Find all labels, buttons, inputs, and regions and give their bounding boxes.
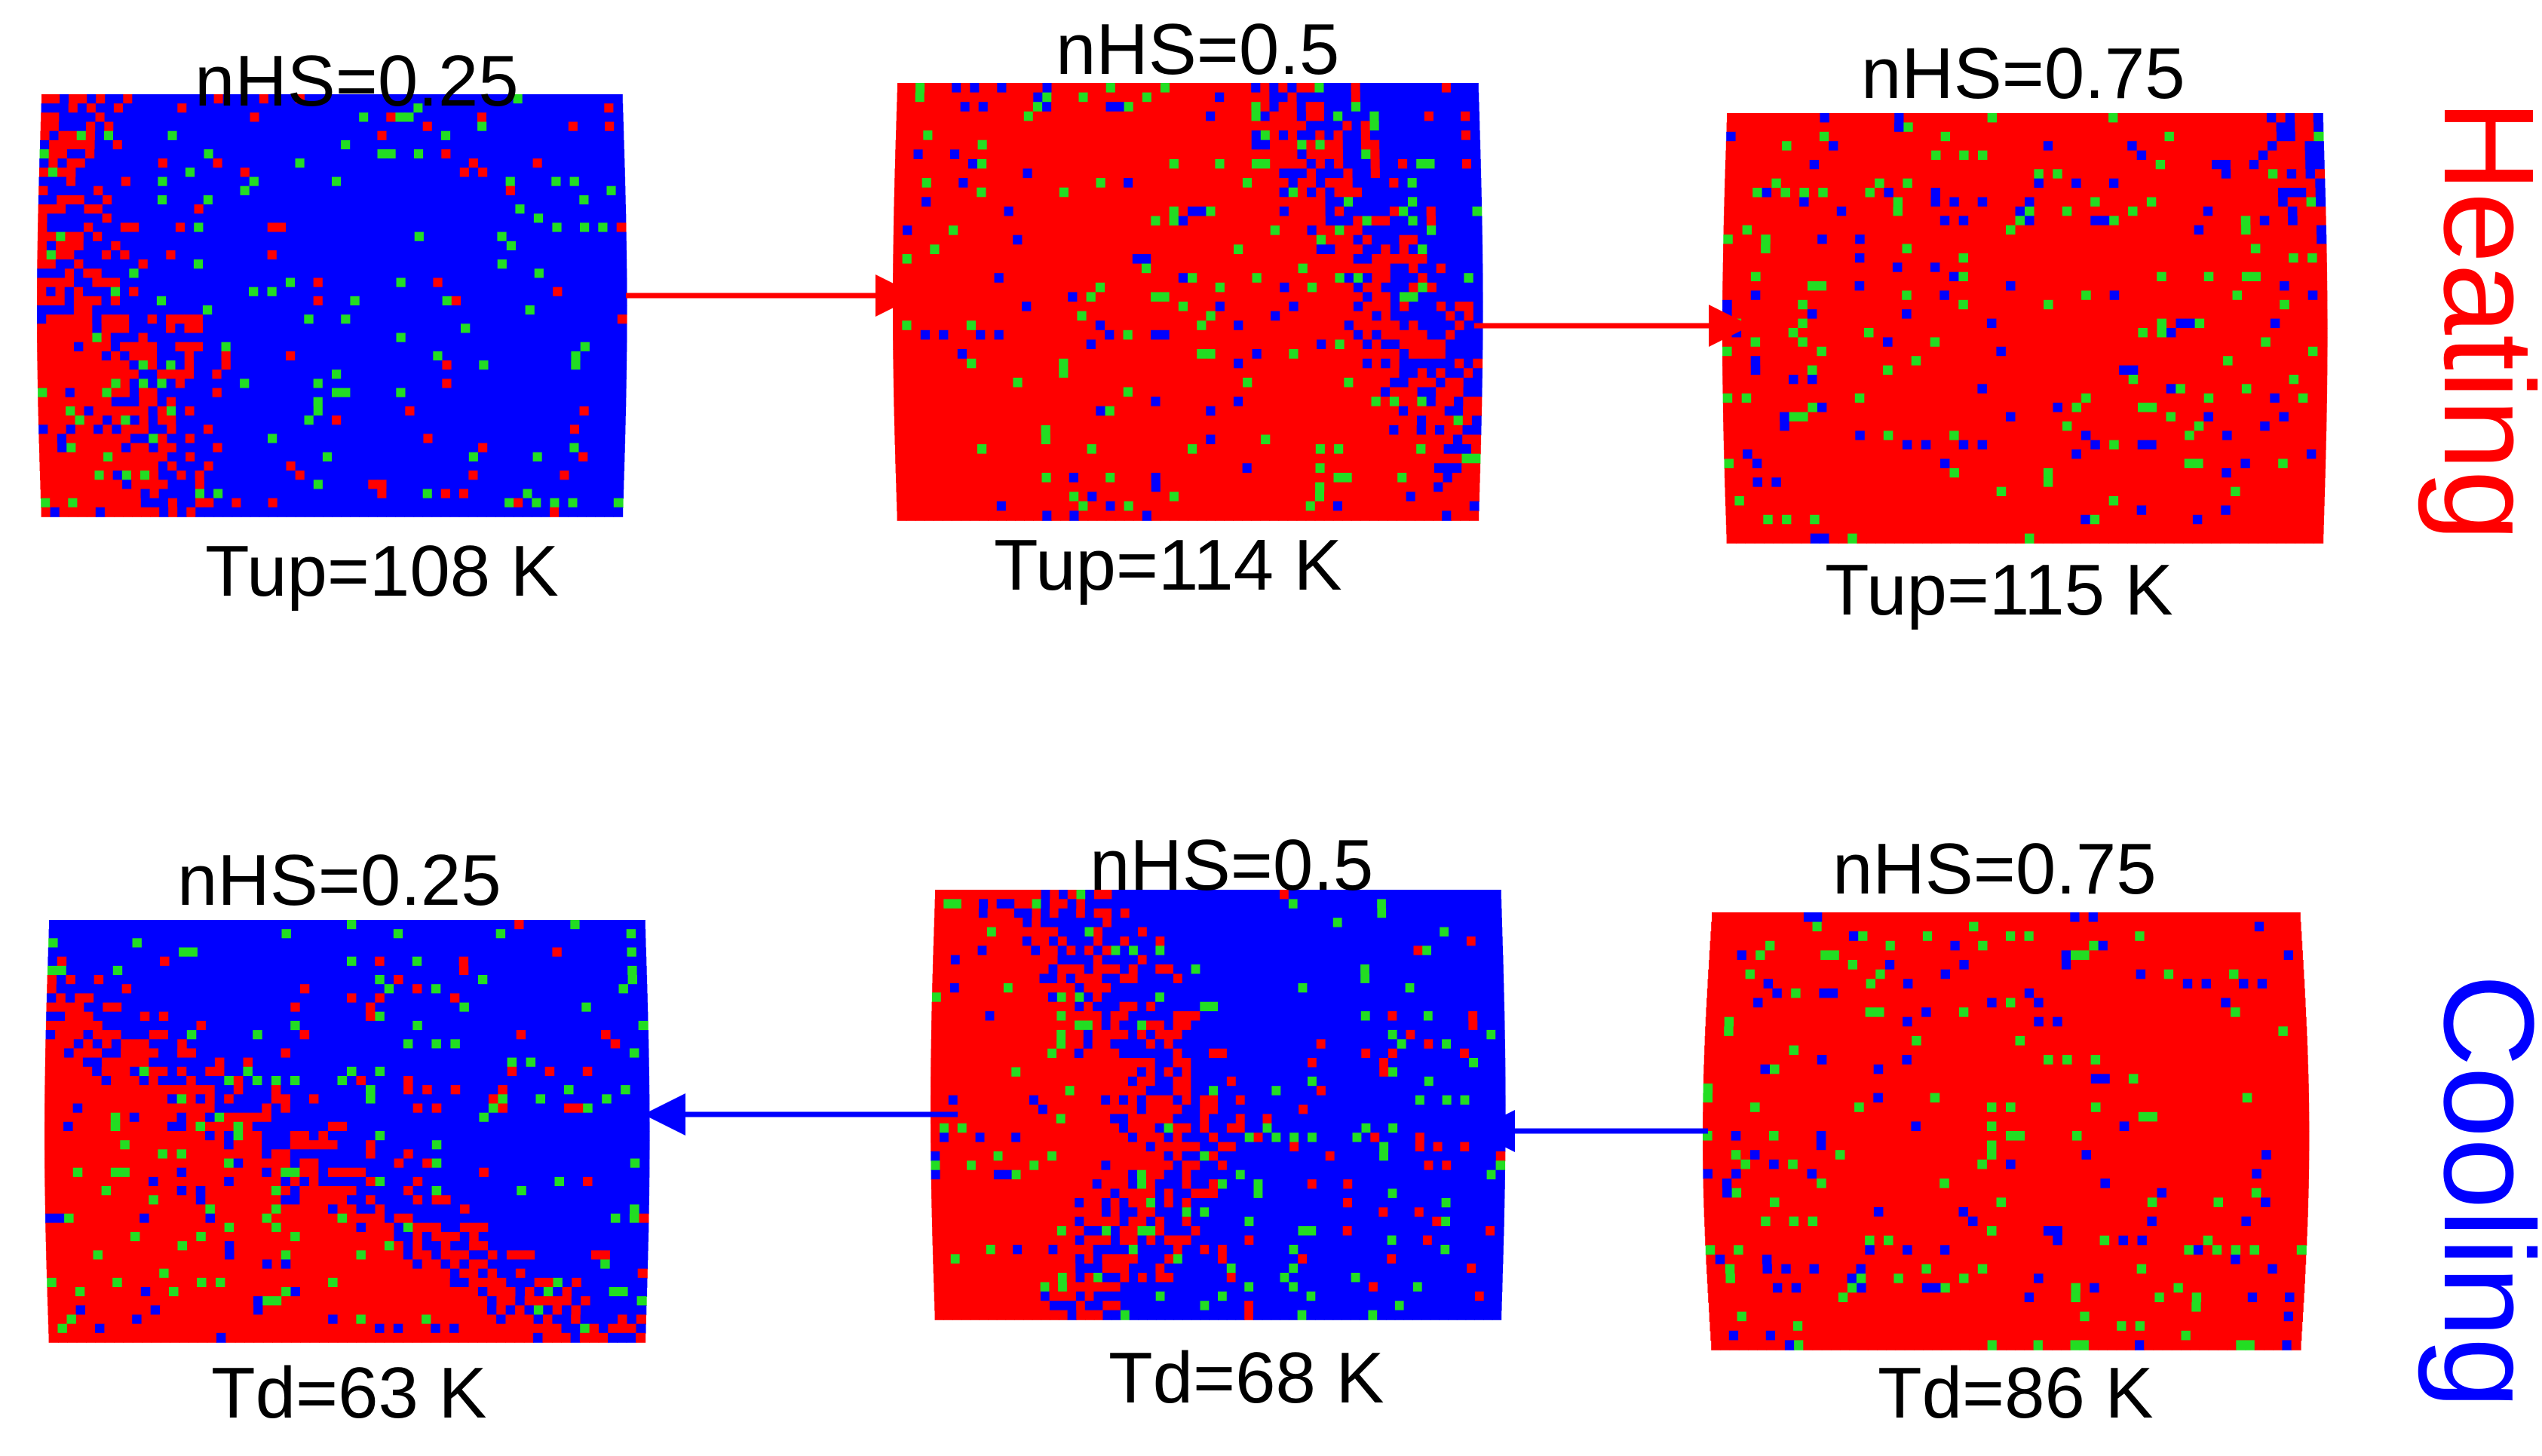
heating-lattice-3 xyxy=(1722,113,2328,544)
cooling-label: Cooling xyxy=(2417,973,2542,1409)
cooling-panel-1-t-label: Td=63 K xyxy=(211,1353,487,1433)
cooling-lattice-3 xyxy=(1703,912,2310,1350)
cooling-lattice-1 xyxy=(44,920,650,1343)
heating-panel-3-t-label: Tup=115 K xyxy=(1825,550,2173,630)
heating-lattice-2 xyxy=(893,83,1483,521)
heating-panel-2-n-label: nHS=0.5 xyxy=(1056,9,1340,90)
cooling-panel-3-t-label: Td=86 K xyxy=(1878,1353,2154,1433)
heating-panel-2-t-label: Tup=114 K xyxy=(994,525,1342,605)
heating-panel-3-n-label: nHS=0.75 xyxy=(1861,33,2185,114)
heating-lattice-1 xyxy=(37,94,627,517)
cooling-lattice-2 xyxy=(931,890,1506,1320)
heating-panel-1-n-label: nHS=0.25 xyxy=(195,41,519,121)
cooling-panel-2-t-label: Td=68 K xyxy=(1108,1338,1384,1418)
heating-panel-1-t-label: Tup=108 K xyxy=(205,531,559,612)
cooling-panel-1-n-label: nHS=0.25 xyxy=(177,840,501,921)
cooling-panel-2-n-label: nHS=0.5 xyxy=(1090,825,1374,906)
cooling-panel-3-n-label: nHS=0.75 xyxy=(1832,829,2157,909)
heating-label: Heating xyxy=(2417,100,2542,541)
